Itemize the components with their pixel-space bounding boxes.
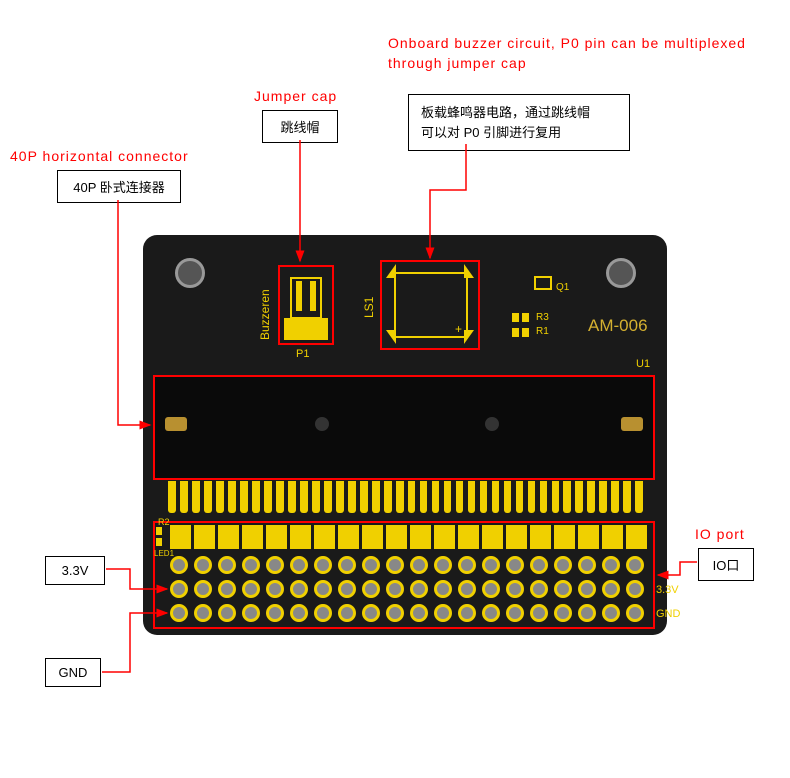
silk-r2: R2 (158, 517, 170, 527)
smd-pad (512, 313, 519, 322)
connector-40p-region (153, 375, 655, 480)
header-row-3 (170, 604, 644, 622)
smd-pad (156, 527, 162, 535)
silk-buzzeren: Buzzeren (258, 289, 272, 340)
silk-q1: Q1 (556, 282, 569, 293)
buzzer-corner (386, 330, 396, 344)
label-jumper-en: Jumper cap (254, 88, 337, 104)
smd-pad (512, 328, 519, 337)
connector-dot (315, 417, 329, 431)
silk-3v3: 3.3V (656, 584, 679, 596)
connector-notch-l (165, 417, 187, 431)
label-40p-en: 40P horizontal connector (10, 148, 189, 164)
label-buzzer-cn: 板载蜂鸣器电路，通过跳线帽 可以对 P0 引脚进行复用 (408, 94, 630, 151)
jumper-base (284, 318, 328, 340)
header-row-2 (170, 580, 644, 598)
buzzer-plus: + (455, 322, 462, 336)
label-buzzer-cn-l2: 可以对 P0 引脚进行复用 (421, 125, 561, 140)
connector-notch-r (621, 417, 643, 431)
label-40p-cn: 40P 卧式连接器 (57, 170, 181, 203)
label-3v3: 3.3V (45, 556, 105, 585)
silk-p1: P1 (296, 348, 309, 360)
jumper-body (290, 277, 322, 319)
buzzer-region: + (380, 260, 480, 350)
buzzer-corner (464, 264, 474, 278)
label-buzzer-cn-l1: 板载蜂鸣器电路，通过跳线帽 (421, 105, 590, 120)
header-row-1 (170, 556, 644, 574)
silk-gnd: GND (656, 608, 680, 620)
jumper-pin-1 (296, 281, 302, 311)
label-io-en: IO port (695, 526, 745, 542)
silk-board-id: AM-006 (588, 316, 648, 336)
mount-hole-tr (606, 258, 636, 288)
silk-r3: R3 (536, 312, 549, 323)
label-jumper-cn: 跳线帽 (262, 110, 338, 143)
io-top-pins (170, 525, 647, 549)
jumper-p1-region (278, 265, 334, 345)
label-io-cn: IO口 (698, 548, 754, 581)
silk-led1: LED1 (154, 549, 174, 558)
buzzer-corner (386, 264, 396, 278)
label-buzzer-en: Onboard buzzer circuit, P0 pin can be mu… (388, 34, 768, 73)
smd-pad (522, 313, 529, 322)
edge-connector-pins (168, 481, 643, 513)
smd-pad (156, 538, 162, 546)
smd-pad (522, 328, 529, 337)
mount-hole-tl (175, 258, 205, 288)
label-gnd: GND (45, 658, 101, 687)
silk-ls1: LS1 (362, 297, 376, 318)
connector-dot (485, 417, 499, 431)
buzzer-corner (464, 330, 474, 344)
silk-u1: U1 (636, 358, 650, 370)
silk-r1: R1 (536, 326, 549, 337)
jumper-pin-2 (310, 281, 316, 311)
q1-outline (534, 276, 552, 290)
